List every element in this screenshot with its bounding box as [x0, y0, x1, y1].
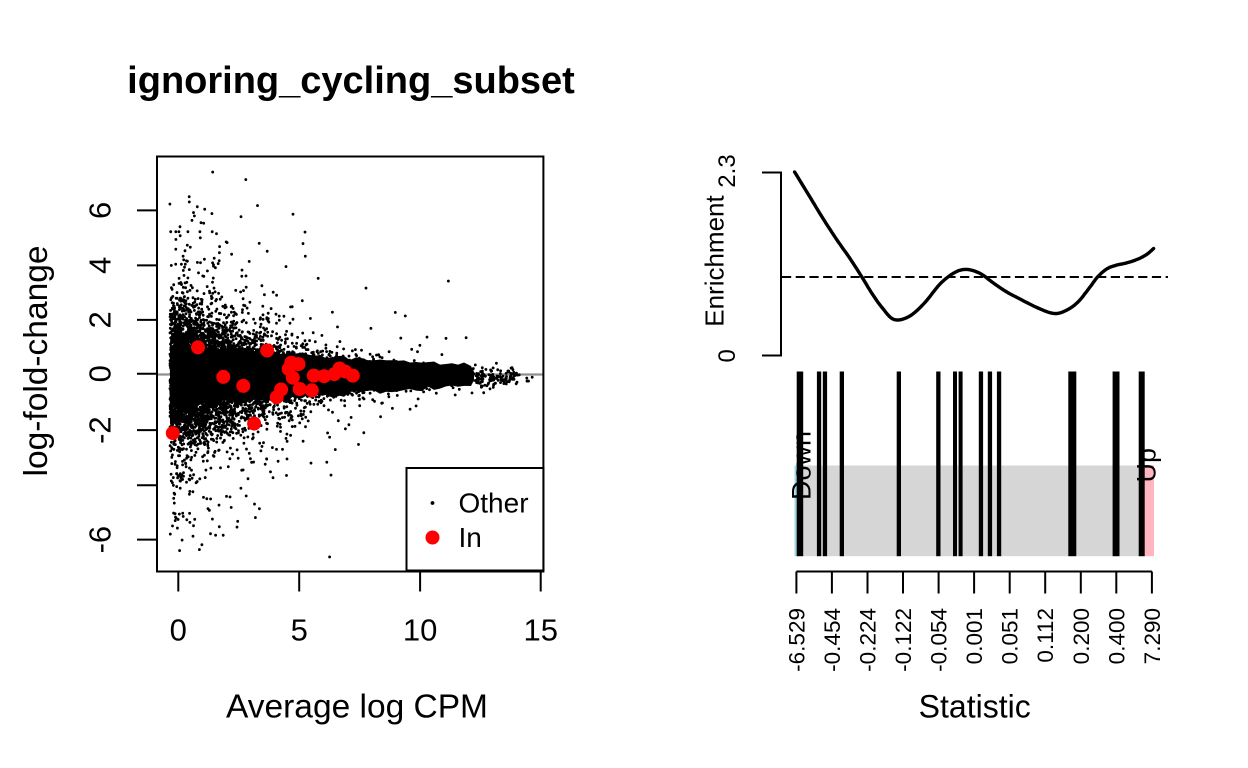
svg-text:0.051: 0.051	[998, 608, 1023, 664]
svg-text:2.3: 2.3	[714, 154, 741, 187]
svg-text:log-fold-change: log-fold-change	[18, 246, 55, 477]
svg-text:4: 4	[83, 257, 118, 274]
svg-text:In: In	[459, 522, 482, 553]
svg-text:7.290: 7.290	[1140, 608, 1165, 664]
svg-text:2: 2	[83, 311, 118, 328]
svg-text:0.200: 0.200	[1069, 608, 1094, 664]
svg-text:-0.054: -0.054	[927, 608, 952, 672]
svg-text:Statistic: Statistic	[919, 688, 1031, 724]
svg-text:0.112: 0.112	[1033, 608, 1058, 663]
svg-text:Other: Other	[459, 488, 529, 519]
svg-text:5: 5	[291, 613, 308, 648]
svg-text:10: 10	[403, 613, 437, 648]
svg-text:Average log CPM: Average log CPM	[226, 688, 488, 725]
svg-text:-0.122: -0.122	[891, 608, 916, 672]
svg-text:0: 0	[714, 349, 741, 362]
svg-text:Up: Up	[1132, 448, 1162, 483]
svg-text:0: 0	[170, 613, 187, 648]
svg-text:0.001: 0.001	[962, 608, 987, 664]
svg-text:0.400: 0.400	[1104, 608, 1129, 664]
svg-text:Enrichment: Enrichment	[700, 194, 730, 326]
svg-text:ignoring_cycling_subset: ignoring_cycling_subset	[127, 60, 575, 102]
svg-text:0: 0	[83, 365, 118, 382]
svg-text:6: 6	[83, 202, 118, 219]
svg-text:15: 15	[523, 613, 557, 648]
svg-text:-0.454: -0.454	[820, 608, 845, 672]
svg-text:-6.529: -6.529	[784, 608, 809, 672]
svg-text:Down: Down	[787, 431, 817, 500]
svg-text:-2: -2	[83, 416, 118, 444]
svg-text:-6: -6	[83, 526, 118, 554]
svg-text:-0.224: -0.224	[856, 608, 881, 672]
